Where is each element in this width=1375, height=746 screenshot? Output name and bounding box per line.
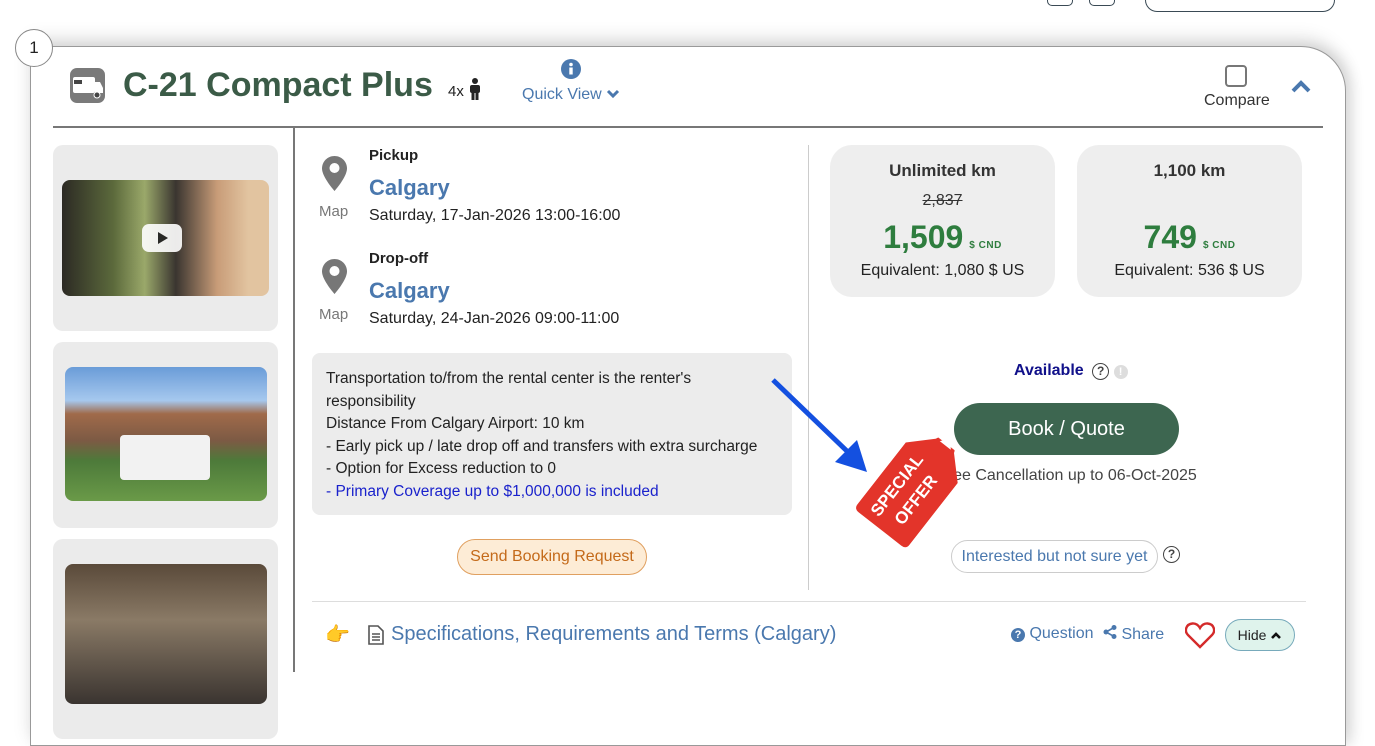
play-icon: [142, 224, 182, 252]
map-pin-icon-pickup[interactable]: [322, 156, 347, 191]
info-line: Distance From Calgary Airport: 10 km: [326, 415, 585, 432]
share-label: Share: [1121, 626, 1165, 643]
map-pin-icon-dropoff[interactable]: [322, 259, 347, 294]
quick-view-label: Quick View: [522, 86, 602, 103]
capacity: 4x: [448, 78, 482, 100]
info-line: Transportation to/from the rental center…: [326, 370, 692, 410]
dropoff-city[interactable]: Calgary: [369, 278, 450, 303]
dropoff-map-link[interactable]: Map: [319, 306, 349, 323]
book-quote-button[interactable]: Book / Quote: [954, 403, 1179, 455]
vehicle-title[interactable]: C-21 Compact Plus: [123, 66, 433, 104]
hide-button[interactable]: Hide: [1225, 619, 1295, 651]
question-link[interactable]: ? Question: [1011, 625, 1094, 643]
price-equivalent: Equivalent: 1,080 $ US: [860, 262, 1025, 279]
listing-index: 1: [15, 29, 53, 67]
send-booking-request-button[interactable]: Send Booking Request: [457, 539, 647, 575]
rental-info-box: Transportation to/from the rental center…: [312, 353, 792, 515]
compare-checkbox[interactable]: [1225, 65, 1247, 87]
photo-thumbnail-interior[interactable]: [53, 539, 278, 739]
price-option-1100km[interactable]: 1,100 km 749 $ CND Equivalent: 536 $ US: [1077, 145, 1302, 297]
chevron-down-icon: [607, 89, 620, 99]
capacity-count: 4x: [448, 83, 464, 100]
question-icon: ?: [1011, 628, 1025, 642]
availability: Available ? !: [1014, 362, 1128, 380]
top-toggle-button-1[interactable]: [1047, 0, 1073, 6]
question-label: Question: [1029, 625, 1094, 642]
info-line: - Option for Excess reduction to 0: [326, 460, 557, 477]
availability-status: Available: [1014, 362, 1084, 379]
price-heading: Unlimited km: [889, 161, 996, 180]
price-equivalent: Equivalent: 536 $ US: [1114, 262, 1265, 279]
top-toggle-button-2[interactable]: [1089, 0, 1115, 6]
rv-icon: [70, 68, 105, 103]
video-thumbnail[interactable]: [53, 145, 278, 331]
coverage-link[interactable]: - Primary Coverage up to $1,000,000 is i…: [326, 482, 659, 500]
rv-photo: [120, 435, 210, 480]
price-option-unlimited[interactable]: Unlimited km 2,837 1,509 $ CND Equivalent…: [830, 145, 1055, 297]
cancellation-note: Free Cancellation up to 06-Oct-2025: [938, 467, 1197, 484]
old-price: 2,837: [922, 192, 963, 209]
hide-label: Hide: [1237, 627, 1267, 643]
share-icon: [1103, 625, 1117, 639]
info-line: - Early pick up / late drop off and tran…: [326, 437, 758, 455]
footer-divider: [312, 601, 1306, 602]
currency: $ CND: [1202, 240, 1236, 251]
pickup-city[interactable]: Calgary: [369, 175, 450, 200]
price-heading: 1,100 km: [1153, 161, 1226, 180]
favorite-heart-icon[interactable]: [1185, 621, 1215, 649]
info-icon[interactable]: [561, 59, 581, 79]
help-icon[interactable]: ?: [1163, 546, 1180, 563]
share-link[interactable]: Share: [1103, 625, 1164, 644]
top-sort-button[interactable]: [1145, 0, 1335, 12]
collapse-chevron-up-icon[interactable]: [1290, 79, 1312, 95]
dropoff-date: Saturday, 24-Jan-2026 09:00-11:00: [369, 310, 620, 327]
price-value: 1,509 $ CND: [830, 219, 1055, 256]
specifications-link[interactable]: Specifications, Requirements and Terms (…: [391, 623, 837, 645]
arrow-icon: [771, 378, 867, 472]
price-amount: 1,509: [883, 219, 964, 255]
quick-view-link[interactable]: Quick View: [522, 86, 620, 104]
compare-label: Compare: [1204, 92, 1270, 109]
pointing-hand-icon: 👉: [325, 624, 350, 646]
section-divider: [808, 145, 809, 590]
chevron-up-icon: [1271, 632, 1282, 639]
pickup-map-link[interactable]: Map: [319, 203, 349, 220]
column-divider: [293, 127, 295, 672]
price-amount: 749: [1143, 219, 1197, 255]
help-icon[interactable]: ?: [1092, 363, 1110, 380]
pickup-label: Pickup: [369, 147, 419, 164]
dropoff-label: Drop-off: [369, 250, 429, 267]
price-value: 749 $ CND: [1077, 219, 1302, 256]
person-icon: [470, 78, 481, 100]
header-divider: [53, 126, 1323, 128]
alert-icon: !: [1113, 365, 1128, 379]
currency: $ CND: [969, 240, 1002, 251]
pickup-date: Saturday, 17-Jan-2026 13:00-16:00: [369, 207, 621, 224]
photo-thumbnail-exterior[interactable]: [53, 342, 278, 528]
document-icon: [368, 625, 384, 645]
interested-button[interactable]: Interested but not sure yet: [951, 540, 1158, 573]
